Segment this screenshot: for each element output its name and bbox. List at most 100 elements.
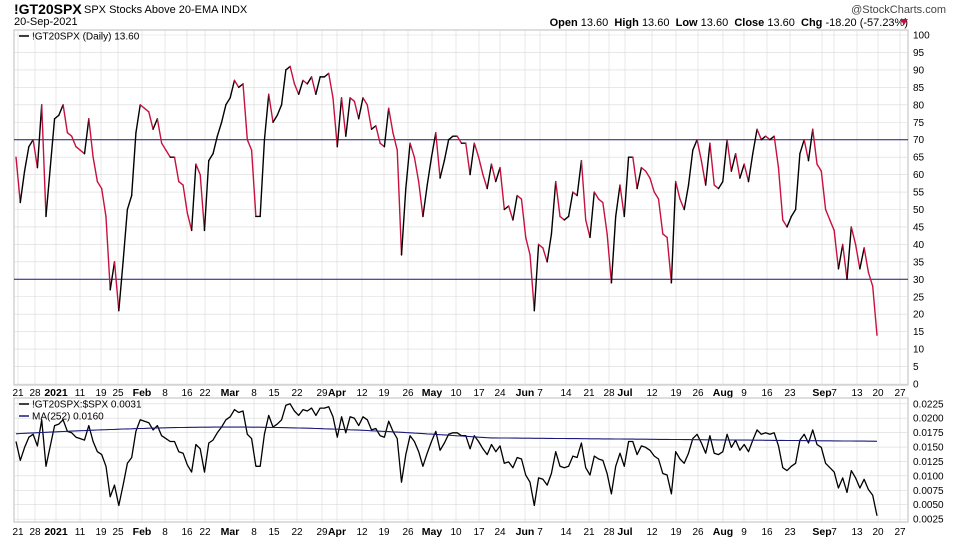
x-tick-label: May (422, 387, 443, 399)
x-tick-label: 20 (872, 527, 884, 538)
series-segment (820, 170, 827, 211)
x-tick-label: 28 (603, 388, 615, 399)
series-segment (426, 156, 433, 186)
y-tick-label: 30 (913, 275, 925, 286)
ohlc-readout: Open 13.60 High 13.60 Low 13.60 Close 13… (550, 17, 908, 29)
series-segment (632, 156, 638, 190)
series-segment (859, 247, 865, 270)
series-segment (662, 233, 668, 239)
series-segment (649, 177, 655, 193)
x-tick-label: 26 (402, 527, 414, 538)
series-segment (345, 97, 351, 137)
series-segment (280, 69, 287, 106)
series-segment (357, 97, 364, 120)
x-tick-label: 29 (316, 527, 328, 538)
series-segment (143, 107, 150, 113)
x-tick-label: 8 (251, 527, 257, 538)
x-tick-label: 21 (583, 388, 595, 399)
series-segment (32, 138, 39, 169)
y-tick-label: 95 (913, 48, 925, 59)
header-row-2: 20-Sep-2021 Open 13.60 High 13.60 Low 13… (0, 16, 960, 30)
series-segment (700, 159, 707, 186)
x-tick-label: 7 (831, 388, 837, 399)
series-segment (606, 233, 613, 284)
close-value: 13.60 (767, 17, 795, 29)
y-tick-label: 0 (913, 380, 919, 391)
series-segment (683, 184, 690, 211)
series-segment (812, 128, 818, 165)
series-segment (195, 163, 201, 176)
ratio-series-line (15, 403, 878, 516)
series-segment (593, 191, 600, 200)
series-segment (867, 271, 874, 287)
series-segment (752, 128, 758, 155)
series-segment (790, 208, 797, 218)
series-segment (512, 194, 518, 221)
series-segment (383, 107, 390, 148)
x-tick-label: 22 (291, 527, 303, 538)
series-segment (409, 142, 416, 158)
x-tick-label: 28 (603, 527, 615, 538)
series-segment (105, 215, 111, 291)
x-tick-label: Feb (133, 387, 152, 399)
series-segment (477, 156, 484, 176)
series-segment (773, 135, 780, 169)
x-tick-label: 23 (784, 527, 796, 538)
main-panel: 0 5 10 15 20 25 30 35 40 45 50 55 60 65 70 75 80 85 90 95 10… (12, 29, 930, 399)
x-tick-label: Jul (617, 387, 632, 399)
x-tick-label: Sep (812, 387, 831, 399)
series-segment (644, 170, 651, 179)
series-segment (490, 163, 497, 183)
series-segment (555, 180, 561, 218)
series-segment (96, 180, 103, 190)
y-tick-label: 0.0125 (913, 457, 944, 468)
x-tick-label: 14 (560, 388, 572, 399)
y-tick-label: 10 (913, 345, 925, 356)
main-panel-frame (13, 29, 909, 386)
symbol-description: SPX Stocks Above 20-EMA INDX (84, 4, 248, 16)
series-segment (636, 166, 643, 190)
series-segment (833, 229, 840, 270)
x-tick-label: 12 (646, 527, 658, 538)
series-segment (782, 219, 788, 228)
x-tick-label: 16 (181, 527, 193, 538)
x-tick-label: 23 (784, 388, 796, 399)
x-tick-label: Jun (516, 387, 535, 399)
series-segment (589, 191, 595, 239)
x-tick-label: 2021 (44, 526, 68, 538)
y-tick-label: 90 (913, 65, 925, 76)
series-segment (666, 236, 673, 284)
series-segment (15, 156, 21, 204)
close-label: Close (734, 17, 765, 29)
series-segment (250, 149, 257, 218)
series-segment (674, 180, 681, 200)
series-segment (546, 233, 553, 263)
x-tick-label: 16 (761, 527, 773, 538)
series-segment (405, 142, 411, 190)
x-tick-label: 19 (378, 388, 390, 399)
series-segment (572, 191, 578, 197)
x-tick-label: 13 (851, 527, 863, 538)
ratio-panel-frame (13, 397, 909, 523)
x-tick-label: 28 (29, 388, 41, 399)
x-tick-label: 10 (450, 527, 462, 538)
watermark: @StockCharts.com (851, 4, 946, 16)
series-segment (443, 138, 450, 162)
series-segment (829, 219, 835, 232)
series-segment (533, 243, 540, 312)
series-segment (306, 76, 313, 85)
x-tick-label: 22 (291, 388, 303, 399)
series-segment (872, 285, 878, 336)
series-segment (109, 261, 116, 291)
series-segment (670, 180, 677, 284)
series-segment (113, 261, 120, 312)
x-tick-label: Sep (812, 526, 831, 538)
series-segment (850, 226, 857, 246)
series-segment (229, 79, 236, 99)
ma-252-line (15, 426, 878, 442)
series-segment (310, 76, 317, 96)
x-tick-label: 7 (831, 527, 837, 538)
series-segment (734, 152, 741, 179)
series-segment (212, 135, 219, 155)
y-tick-label: 0.0050 (913, 500, 944, 511)
